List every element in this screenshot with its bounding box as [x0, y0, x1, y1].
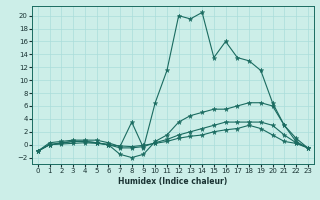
X-axis label: Humidex (Indice chaleur): Humidex (Indice chaleur)	[118, 177, 228, 186]
